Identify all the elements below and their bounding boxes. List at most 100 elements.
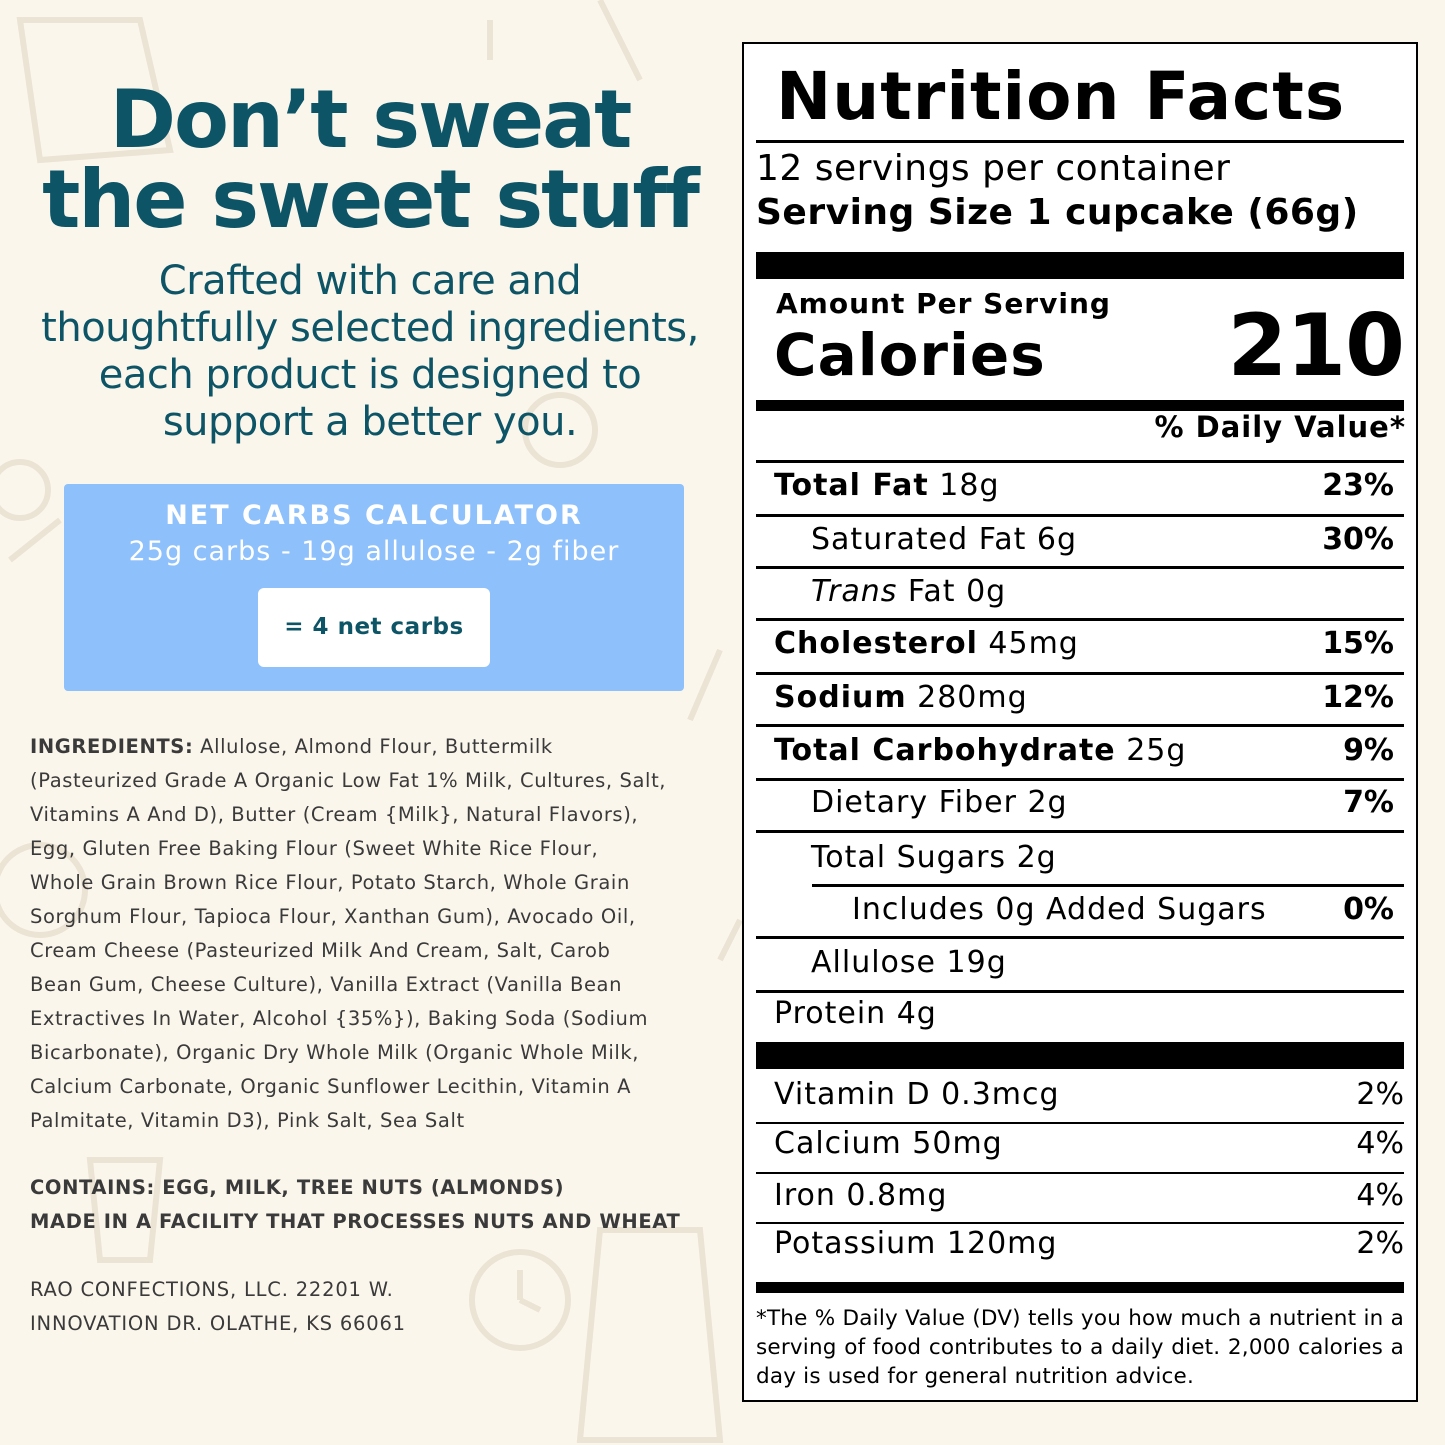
calories-value: 210: [1227, 296, 1405, 396]
nutrient-amount: 25g: [1115, 733, 1187, 768]
nutrient-percent: 9%: [1343, 733, 1394, 768]
vitamin-row-iron: Iron 0.8mg 4%: [756, 1170, 1404, 1222]
nutrient-percent: 23%: [1322, 468, 1394, 503]
nutrient-row-total-fat: Total Fat 18g 23%: [756, 460, 1404, 512]
nutrient-bold-label: Total Carbohydrate: [774, 733, 1116, 768]
subheadline-line: support a better you.: [162, 399, 578, 445]
nutrition-title: Nutrition Facts: [776, 58, 1346, 135]
nutrient-row-saturated-fat: Saturated Fat 6g 30%: [756, 514, 1404, 566]
nutrient-amount: 18g: [928, 468, 1000, 503]
nutrient-row-total-carbohydrate: Total Carbohydrate 25g 9%: [756, 725, 1404, 777]
vitamin-percent: 4%: [1356, 1178, 1404, 1213]
vitamin-row-calcium: Calcium 50mg 4%: [756, 1118, 1404, 1170]
nutrient-name: Sodium 280mg: [774, 672, 1028, 724]
vitamin-percent: 4%: [1356, 1126, 1404, 1161]
vitamin-name: Calcium 50mg: [774, 1126, 1003, 1161]
nutrient-amount: 45mg: [977, 626, 1079, 661]
ingredients-text: Allulose, Almond Flour, Buttermilk: [193, 735, 553, 758]
calculator-formula: 25g carbs - 19g allulose - 2g fiber: [128, 536, 620, 567]
nutrient-amount: Fat 0g: [897, 574, 1007, 609]
nutrient-name: Saturated Fat 6g: [811, 522, 1078, 557]
ingredients-line: (Pasteurized Grade A Organic Low Fat 1% …: [30, 769, 667, 792]
divider: [756, 830, 1404, 833]
divider: [756, 1282, 1404, 1293]
contains-text: CONTAINS: EGG, MILK, TREE NUTS (ALMONDS): [30, 1176, 565, 1199]
nutrient-name: Includes 0g Added Sugars: [852, 892, 1267, 927]
divider: [756, 1122, 1404, 1124]
nutrient-percent: 7%: [1343, 785, 1394, 820]
amount-per-serving: Amount Per Serving: [776, 287, 1111, 320]
nutrient-percent: 0%: [1343, 892, 1394, 927]
calculator-title: NET CARBS CALCULATOR: [165, 500, 583, 531]
divider: [756, 936, 1404, 939]
ingredients-line: Cream Cheese (Pasteurized Milk And Cream…: [30, 939, 611, 962]
subheadline-line: Crafted with care and: [158, 258, 582, 304]
daily-value-footnote: *The % Daily Value (DV) tells you how mu…: [756, 1306, 1404, 1389]
vitamin-row-vitamin-d: Vitamin D 0.3mcg 2%: [756, 1069, 1404, 1121]
daily-value-header: % Daily Value*: [1154, 410, 1406, 444]
vitamin-name: Vitamin D 0.3mcg: [774, 1077, 1060, 1112]
nutrient-bold-label: Total Fat: [774, 468, 929, 503]
ingredients-line: Palmitate, Vitamin D3), Pink Salt, Sea S…: [30, 1109, 465, 1132]
nutrient-name: Total Carbohydrate 25g: [774, 725, 1186, 777]
calories-label: Calories: [774, 321, 1046, 389]
nutrient-name: Total Fat 18g: [774, 460, 1000, 512]
divider: [756, 140, 1404, 143]
nutrient-row-trans-fat: Trans Fat 0g: [756, 566, 1404, 618]
divider: [756, 460, 1404, 463]
subheadline-line: each product is designed to: [98, 352, 642, 398]
nutrient-row-total-sugars: Total Sugars 2g: [756, 832, 1404, 884]
nutrient-row-allulose: Allulose 19g: [756, 937, 1404, 989]
ingredients-line: Sorghum Flour, Tapioca Flour, Xanthan Gu…: [30, 905, 636, 928]
nutrient-bold-label: Sodium: [774, 680, 907, 715]
divider: [756, 400, 1404, 411]
vitamin-name: Iron 0.8mg: [774, 1178, 948, 1213]
nutrient-name: Cholesterol 45mg: [774, 618, 1079, 670]
nutrient-name: Protein 4g: [774, 996, 937, 1031]
vitamin-name: Potassium 120mg: [774, 1226, 1058, 1261]
ingredients-line: Bicarbonate), Organic Dry Whole Milk (Or…: [30, 1041, 640, 1064]
nutrient-bold-label: Cholesterol: [774, 626, 978, 661]
address-line: INNOVATION DR. OLATHE, KS 66061: [30, 1312, 406, 1335]
nutrient-name: Dietary Fiber 2g: [811, 785, 1068, 820]
divider: [756, 1042, 1404, 1069]
divider: [756, 778, 1404, 781]
nutrition-facts-label: Nutrition Facts 12 servings per containe…: [742, 42, 1418, 1402]
headline-line: the sweet stuff: [42, 153, 700, 246]
nutrient-name: Allulose 19g: [811, 945, 1007, 980]
ingredients-list: INGREDIENTS: Allulose, Almond Flour, But…: [30, 730, 730, 1138]
nutrient-percent: 30%: [1322, 522, 1394, 557]
divider: [756, 672, 1404, 675]
serving-size: Serving Size 1 cupcake (66g): [756, 192, 1359, 233]
net-carbs-calculator: NET CARBS CALCULATOR 25g carbs - 19g all…: [64, 484, 684, 691]
ingredients-line: INGREDIENTS: Allulose, Almond Flour, But…: [30, 730, 730, 764]
vitamin-percent: 2%: [1356, 1077, 1404, 1112]
address-line: RAO CONFECTIONS, LLC. 22201 W.: [30, 1278, 394, 1301]
divider: [756, 1222, 1404, 1224]
vitamin-percent: 2%: [1356, 1226, 1404, 1261]
company-address: RAO CONFECTIONS, LLC. 22201 W. INNOVATIO…: [30, 1273, 730, 1341]
nutrient-percent: 12%: [1322, 680, 1394, 715]
ingredients-line: Extractives In Water, Alcohol {35%}), Ba…: [30, 1007, 649, 1030]
divider: [756, 990, 1404, 993]
nutrient-name: Trans Fat 0g: [811, 566, 1006, 618]
nutrient-italic-label: Trans: [811, 574, 898, 609]
nutrient-row-added-sugars: Includes 0g Added Sugars 0%: [756, 884, 1404, 936]
facility-text: MADE IN A FACILITY THAT PROCESSES NUTS A…: [30, 1210, 681, 1233]
nutrient-name: Total Sugars 2g: [811, 840, 1057, 875]
nutrient-amount: 280mg: [906, 680, 1028, 715]
headline-line: Don’t sweat: [109, 73, 633, 166]
ingredients-line: Whole Grain Brown Rice Flour, Potato Sta…: [30, 871, 630, 894]
servings-per-container: 12 servings per container: [756, 148, 1231, 189]
divider: [756, 566, 1404, 569]
divider: [812, 884, 1404, 887]
headline: Don’t sweat the sweet stuff: [0, 80, 740, 240]
calculator-result: = 4 net carbs: [258, 588, 490, 667]
subheadline: Crafted with care and thoughtfully selec…: [0, 258, 740, 446]
divider: [756, 1172, 1404, 1174]
nutrient-row-protein: Protein 4g: [756, 988, 1404, 1040]
allergen-statement: CONTAINS: EGG, MILK, TREE NUTS (ALMONDS)…: [30, 1171, 730, 1239]
divider: [756, 724, 1404, 727]
ingredients-line: Bean Gum, Cheese Culture), Vanilla Extra…: [30, 973, 623, 996]
